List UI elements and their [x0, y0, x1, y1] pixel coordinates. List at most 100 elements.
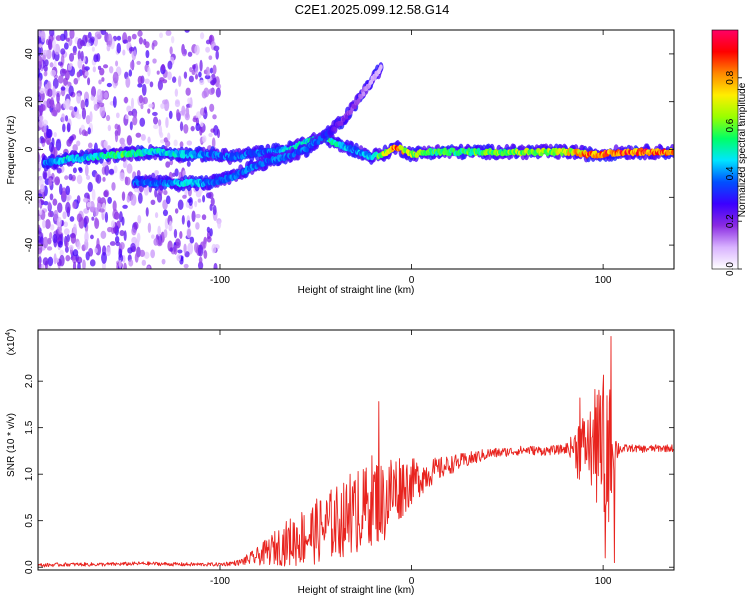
noise-blob	[49, 193, 54, 201]
noise-blob	[73, 223, 77, 236]
noise-blob	[63, 30, 68, 40]
noise-blob	[123, 262, 127, 269]
noise-blob	[157, 225, 161, 237]
noise-blob	[57, 224, 62, 235]
noise-blob	[187, 97, 191, 104]
noise-blob	[68, 244, 74, 251]
chart-title: C2E1.2025.099.12.58.G14	[295, 2, 450, 17]
noise-blob	[165, 116, 169, 129]
noise-blob	[156, 192, 163, 203]
noise-blob	[102, 176, 106, 182]
noise-blob	[195, 111, 202, 120]
noise-blob	[38, 46, 42, 57]
noise-blob	[43, 71, 48, 77]
colorbar-tick-label: 0.0	[725, 262, 736, 276]
noise-blob	[107, 226, 113, 233]
noise-blob	[48, 177, 53, 187]
y-tick-label: 2.0	[24, 374, 35, 388]
noise-blob	[127, 110, 133, 116]
noise-blob	[170, 35, 175, 44]
noise-blob	[38, 208, 43, 216]
noise-blob	[194, 200, 198, 208]
noise-blob	[173, 228, 178, 239]
track-core	[379, 64, 383, 70]
noise-blob	[183, 71, 188, 79]
noise-blob	[59, 249, 64, 256]
noise-blob	[56, 92, 60, 104]
y-tick-label: -20	[24, 190, 35, 205]
noise-blob	[157, 79, 164, 91]
noise-blob	[187, 242, 194, 255]
noise-blob	[63, 228, 70, 235]
noise-blob	[118, 259, 122, 269]
noise-blob	[210, 79, 216, 86]
noise-blob	[38, 230, 41, 235]
noise-blob	[208, 132, 213, 138]
noise-blob	[163, 229, 168, 238]
noise-blob	[43, 201, 49, 206]
colorbar-tick-label: 0.8	[725, 70, 736, 84]
noise-blob	[110, 220, 116, 228]
noise-blob	[47, 168, 51, 178]
noise-blob	[145, 49, 150, 59]
noise-blob	[122, 39, 129, 44]
noise-blob	[68, 85, 74, 97]
noise-blob	[93, 35, 99, 47]
noise-blob	[134, 252, 139, 263]
noise-blob	[70, 232, 77, 244]
noise-blob	[72, 167, 77, 174]
noise-blob	[115, 112, 120, 119]
snr-series-line	[38, 336, 674, 568]
noise-blob	[209, 103, 215, 112]
spectrogram-panel: -100 0 100 -40 -20 0 20 40 Height of straight …	[6, 29, 675, 296]
track-core	[361, 91, 366, 97]
noise-blob	[119, 241, 125, 250]
noise-blob	[103, 140, 109, 149]
noise-blob	[178, 75, 182, 88]
noise-blob	[66, 196, 70, 202]
top-x-axis-label: Height of straight line (km)	[298, 285, 415, 296]
noise-blob	[84, 164, 89, 177]
noise-blob	[208, 55, 213, 61]
noise-blob	[190, 125, 195, 132]
noise-blob	[54, 176, 60, 186]
noise-blob	[96, 237, 100, 250]
noise-blob	[125, 114, 129, 120]
x-tick-label: -100	[210, 275, 230, 286]
noise-blob	[38, 224, 41, 230]
noise-blob	[138, 37, 144, 45]
noise-blob	[55, 35, 62, 41]
noise-blob	[162, 209, 169, 217]
noise-blob	[204, 74, 211, 80]
noise-blob	[112, 96, 117, 108]
noise-blob	[136, 60, 141, 65]
noise-blob	[182, 170, 186, 177]
noise-blob	[65, 254, 71, 262]
y-tick-label: 0.5	[24, 513, 35, 527]
noise-blob	[47, 201, 52, 211]
noise-blob	[57, 61, 63, 66]
noise-blob	[167, 71, 172, 81]
top-x-axis: -100 0 100	[210, 30, 612, 286]
noise-blob	[52, 233, 58, 244]
noise-blob	[38, 43, 43, 48]
noise-blob	[126, 135, 133, 146]
noise-blob	[128, 259, 134, 267]
noise-blob	[61, 187, 67, 199]
noise-blob	[121, 191, 126, 201]
noise-blob	[154, 212, 159, 219]
noise-blob	[83, 197, 89, 203]
noise-blob	[91, 188, 96, 201]
noise-blob	[87, 31, 92, 39]
noise-blob	[60, 86, 66, 91]
noise-blob	[217, 219, 222, 229]
x-tick-label: 100	[595, 275, 612, 286]
noise-blob	[65, 37, 70, 42]
noise-blob	[72, 144, 78, 152]
noise-blob	[77, 38, 83, 50]
noise-blob	[104, 211, 109, 223]
noise-blob	[91, 216, 95, 221]
noise-blob	[136, 232, 141, 243]
y-tick-label: 20	[24, 96, 35, 108]
noise-blob	[68, 173, 73, 181]
